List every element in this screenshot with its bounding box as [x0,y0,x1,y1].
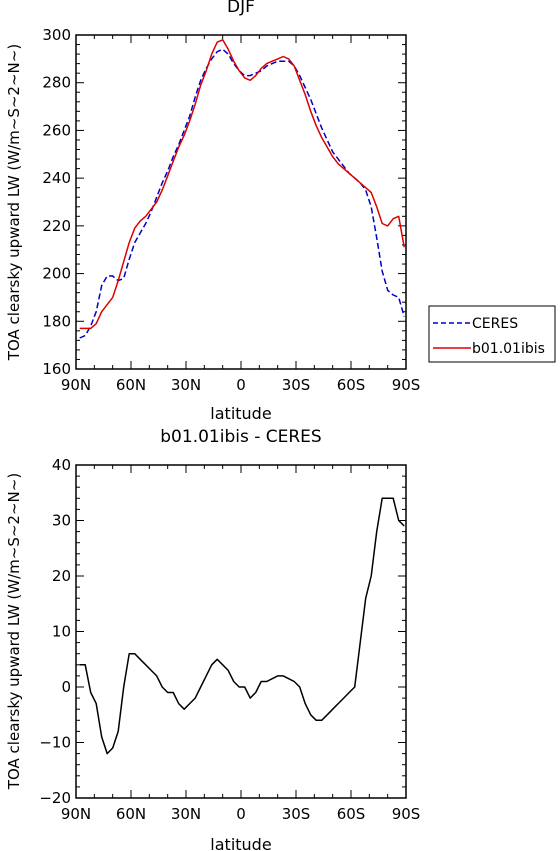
y-tick-label: 240 [42,169,71,187]
x-tick-label: 60S [337,376,366,394]
x-tick-label: 30S [282,376,311,394]
series-line-b01-01ibis [79,39,405,330]
x-tick-label: 90S [392,376,421,394]
y-tick-label: 200 [42,265,71,283]
legend: CERES b01.01ibis [428,305,556,363]
y-tick-label: 30 [52,512,71,530]
y-tick-label: 160 [42,360,71,378]
series-lines [79,39,405,339]
chart-title: DJF [227,0,255,17]
y-tick-label: 280 [42,74,71,92]
x-tick-label: 90S [392,805,421,823]
chart-title: b01.01ibis - CERES [160,427,321,447]
x-tick-label: 30N [171,376,201,394]
x-tick-label: 30S [282,805,311,823]
legend-model-label: b01.01ibis [472,341,545,357]
y-tick-label: 260 [42,121,71,139]
x-tick-label: 0 [236,376,246,394]
x-tick-label: 30N [171,805,201,823]
y-tick-label: 180 [42,312,71,330]
series-line-ceres [79,48,405,339]
y-tick-label: 0 [61,678,71,696]
y-tick-label: 40 [52,456,71,474]
y-axis-label: TOA clearsky upward LW (W/m~S~2~N~) [5,473,23,790]
y-axis-label: TOA clearsky upward LW (W/m~S~2~N~) [5,44,23,361]
legend-ceres-label: CERES [472,316,518,332]
chart-panel-djf: DJF TOA clearsky upward LW (W/m~S~2~N~) … [5,0,420,423]
x-tick-label: 90N [61,376,91,394]
x-tick-label: 60S [337,805,366,823]
x-tick-label: 90N [61,805,91,823]
x-tick-label: 60N [116,376,146,394]
x-axis-label: latitude [210,835,271,851]
y-tick-label: −10 [39,734,71,752]
chart-panel-diff: b01.01ibis - CERES TOA clearsky upward L… [5,427,420,851]
legend-box [428,305,556,363]
y-tick-label: 220 [42,217,71,235]
series-lines [79,497,405,755]
y-tick-label: 10 [52,623,71,641]
plot-frame [75,464,407,799]
difference-line [79,497,405,755]
x-tick-label: 60N [116,805,146,823]
x-axis-label: latitude [210,404,271,423]
y-tick-label: −20 [39,789,71,807]
y-tick-label: 300 [42,26,71,44]
y-tick-label: 20 [52,567,71,585]
axis-ticks: 90N 60N 30N 0 30S 60S 90S 160 180 200 220 240 260 280… [42,26,420,394]
x-tick-label: 0 [236,805,246,823]
axis-ticks: 90N 60N 30N 0 30S 60S 90S −20 −10 0 10 20 30 40 [39,456,420,823]
plot-frame [75,34,407,370]
